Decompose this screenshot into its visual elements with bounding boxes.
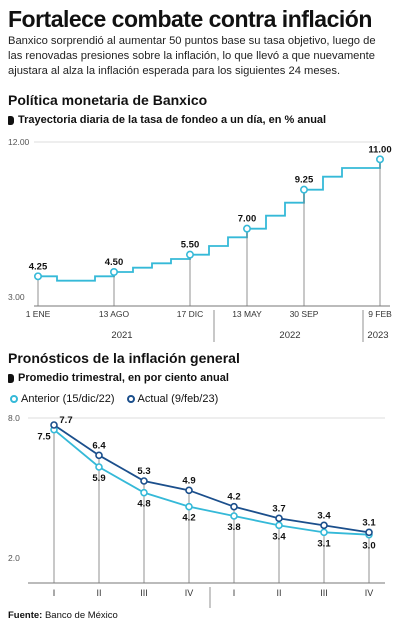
point-actual <box>320 521 328 530</box>
quarter-label: II <box>276 588 281 598</box>
point-anterior <box>230 512 238 520</box>
headline: Fortalece combate contra inflación <box>8 6 372 32</box>
legend-dot-icon <box>10 395 18 403</box>
source-note: Fuente: Banco de México <box>8 610 118 621</box>
bullet-icon <box>8 115 14 125</box>
value-label-anterior: 4.2 <box>182 513 195 524</box>
value-label-actual: 6.4 <box>92 440 106 451</box>
rate-point <box>33 272 42 281</box>
year-label: 2023 <box>367 330 388 341</box>
date-label: 1 ENE <box>26 309 51 319</box>
point-actual <box>140 477 148 485</box>
quarter-label: III <box>320 588 328 598</box>
quarter-label: IV <box>185 588 194 598</box>
value-label-actual: 5.3 <box>137 466 150 477</box>
series-line-actual <box>53 424 370 534</box>
point-actual <box>230 502 238 511</box>
quarter-label: II <box>96 588 101 598</box>
rate-point <box>186 250 195 259</box>
y-tick-bottom: 2.0 <box>8 553 20 563</box>
date-label: 13 AGO <box>99 309 130 319</box>
value-label-anterior: 5.9 <box>92 473 105 484</box>
rate-step-line <box>38 159 381 282</box>
value-label-anterior: 3.1 <box>317 538 331 549</box>
point-actual <box>365 528 373 537</box>
rate-label: 7.00 <box>238 214 257 225</box>
inflation-chart: 8.02.0I II III IV I II III IV7.55.94.84.23.83.4… <box>8 413 385 608</box>
point-anterior <box>275 521 283 530</box>
point-anterior <box>185 502 193 511</box>
chart2-subtitle: Promedio trimestral, en por ciento anual <box>8 372 229 384</box>
year-label: 2022 <box>279 330 300 341</box>
quarter-label: III <box>140 588 148 598</box>
y-tick-top: 8.0 <box>8 413 20 423</box>
chart1-title: Política monetaria de Banxico <box>8 92 208 108</box>
chart2-title: Pronósticos de la inflación general <box>8 350 240 366</box>
rate-label: 9.25 <box>295 175 314 186</box>
rate-point <box>299 185 308 194</box>
rate-label: 4.50 <box>105 257 124 268</box>
rate-label: 4.25 <box>29 261 48 272</box>
date-label: 9 FEB <box>368 309 392 319</box>
chart1-subtitle: Trayectoria diaria de la tasa de fondeo … <box>8 114 326 126</box>
value-label-anterior: 4.8 <box>137 499 150 510</box>
rate-point <box>375 155 384 164</box>
y-tick-top: 12.00 <box>8 137 30 147</box>
value-label-anterior: 3.4 <box>272 531 286 542</box>
rate-point <box>243 224 252 233</box>
point-anterior <box>320 528 328 537</box>
rate-point <box>110 268 119 277</box>
legend-label-actual: Actual (9/feb/23) <box>137 393 219 405</box>
series-line-anterior <box>53 428 370 536</box>
legend-item-actual: Actual (9/feb/23) <box>126 393 219 405</box>
chart1-subtitle-text: Trayectoria diaria de la tasa de fondeo … <box>18 114 327 126</box>
value-label-actual: 4.2 <box>227 492 240 503</box>
point-actual <box>50 421 58 429</box>
y-tick-bottom: 3.00 <box>8 292 25 302</box>
point-actual <box>185 486 193 495</box>
value-label-actual: 3.7 <box>272 503 285 514</box>
date-label: 17 DIC <box>177 309 203 319</box>
value-label-actual: 7.7 <box>59 415 72 426</box>
value-label-actual: 3.1 <box>362 517 376 528</box>
rate-chart: 12.00 3.00 4.25 1 ENE 4.50 13 AGO 5.50 17 DIC 7.… <box>8 137 392 342</box>
source-text: Banco de México <box>44 610 118 621</box>
legend-dot-icon <box>126 395 135 403</box>
bullet-icon <box>8 373 14 383</box>
value-label-anterior: 3.0 <box>362 541 375 552</box>
point-actual <box>95 451 103 460</box>
quarter-label: I <box>233 588 236 598</box>
legend-item-anterior: Anterior (15/dic/22) <box>10 393 115 405</box>
year-label: 2021 <box>111 330 132 341</box>
value-label-actual: 4.9 <box>182 475 195 486</box>
point-anterior <box>95 463 103 471</box>
value-label-actual: 3.4 <box>317 510 331 521</box>
intro-text: Banxico sorprendió al aumentar 50 puntos… <box>8 35 376 77</box>
quarter-label: I <box>53 588 56 598</box>
chart2-subtitle-text: Promedio trimestral, en por ciento anual <box>18 372 229 384</box>
rate-label: 11.00 <box>368 144 391 155</box>
value-label-anterior: 7.5 <box>37 432 51 443</box>
source-label: Fuente: <box>8 610 43 621</box>
value-label-anterior: 3.8 <box>227 522 240 533</box>
quarter-label: IV <box>365 588 374 598</box>
date-label: 30 SEP <box>290 309 319 319</box>
legend-label-anterior: Anterior (15/dic/22) <box>21 393 115 405</box>
chart2-legend: Anterior (15/dic/22) Actual (9/feb/23) <box>10 393 218 405</box>
date-label: 13 MAY <box>232 309 262 319</box>
point-actual <box>275 514 283 523</box>
rate-label: 5.50 <box>181 240 200 251</box>
point-anterior <box>140 488 148 497</box>
